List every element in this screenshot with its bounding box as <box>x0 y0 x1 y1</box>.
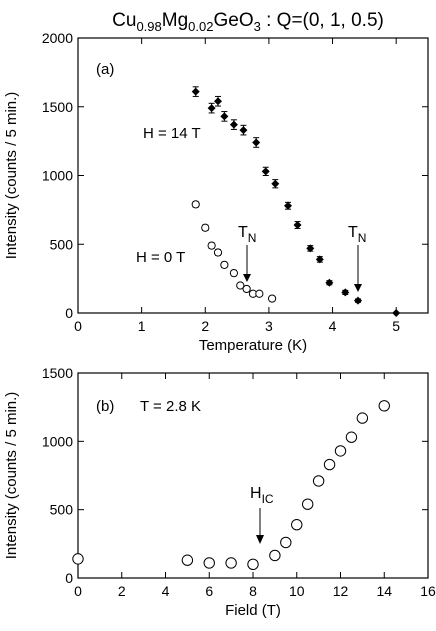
data-point-circle <box>236 281 245 290</box>
data-point-circle <box>191 200 200 209</box>
plot-frame <box>77 372 429 579</box>
x-tick-label: 4 <box>329 318 337 334</box>
data-point-diamond <box>271 179 280 188</box>
series-label-h0: H = 0 T <box>136 249 185 266</box>
y-tick-label: 1500 <box>42 365 73 381</box>
x-tick-label: 16 <box>420 583 436 599</box>
data-point-diamond <box>325 278 334 287</box>
panel-label: (b) <box>96 398 114 415</box>
data-point-diamond <box>207 104 216 113</box>
series-label-h14: H = 14 T <box>143 125 201 142</box>
x-axis-label: Field (T) <box>225 602 281 619</box>
data-point-circle <box>213 248 223 257</box>
data-point-diamond <box>261 167 270 176</box>
data-point-circle <box>301 498 314 510</box>
y-tick-label: 1000 <box>42 168 73 184</box>
data-point-circle <box>207 241 216 250</box>
data-point-diamond <box>341 288 350 297</box>
data-point-circle <box>203 557 215 569</box>
tn-label: TN <box>348 224 366 245</box>
x-tick-label: 12 <box>333 583 349 599</box>
tn-label: TN <box>238 224 256 245</box>
data-point-circle <box>181 554 194 566</box>
data-point-circle <box>229 269 239 278</box>
y-tick-label: 500 <box>50 236 74 252</box>
data-point-diamond <box>191 87 200 96</box>
y-axis-label: Intensity (counts / 5 min.) <box>3 92 20 260</box>
temperature-condition: T = 2.8 K <box>140 398 201 415</box>
x-tick-label: 2 <box>118 583 126 599</box>
y-tick-label: 1000 <box>42 433 73 449</box>
data-point-circle <box>267 294 277 303</box>
data-point-diamond <box>293 221 302 229</box>
data-point-diamond <box>392 309 401 317</box>
hic-arrow-head <box>256 535 264 544</box>
x-tick-label: 8 <box>249 583 257 599</box>
x-tick-label: 0 <box>74 583 82 599</box>
x-tick-label: 4 <box>162 583 170 599</box>
tn-arrow-head <box>354 284 362 292</box>
y-tick-label: 0 <box>65 570 73 586</box>
x-tick-label: 14 <box>376 583 392 599</box>
tn-arrow-head <box>243 274 251 282</box>
y-tick-label: 2000 <box>42 30 73 46</box>
x-axis-label: Temperature (K) <box>199 337 307 354</box>
data-point-circle <box>378 400 390 412</box>
data-point-diamond <box>252 138 261 147</box>
data-point-circle <box>220 260 229 269</box>
data-point-diamond <box>306 244 315 253</box>
panel-label: (a) <box>96 61 114 78</box>
data-point-diamond <box>315 255 324 264</box>
y-axis-label: Intensity (counts / 5 min.) <box>3 392 20 560</box>
x-tick-label: 10 <box>289 583 305 599</box>
data-point-circle <box>255 289 264 298</box>
y-tick-label: 1500 <box>42 99 73 115</box>
x-tick-label: 1 <box>138 318 146 334</box>
x-tick-label: 0 <box>74 318 82 334</box>
panel-b-field-chart: 0 2 4 6 8 10 12 14 16 0 500 1000 1500 Field (T) Intens… <box>3 365 436 619</box>
data-point-circle <box>72 553 84 565</box>
data-point-circle <box>291 519 303 531</box>
data-point-circle <box>356 412 369 424</box>
data-point-circle <box>201 223 210 232</box>
data-point-diamond <box>229 120 238 129</box>
plot-frame <box>77 37 429 314</box>
data-point-diamond <box>239 126 248 135</box>
data-point-circle <box>269 549 281 562</box>
data-point-circle <box>225 557 237 569</box>
data-point-circle <box>312 475 325 487</box>
figure-title: Cu0.98Mg0.02GeO3 : Q=(0, 1, 0.5) <box>112 10 384 34</box>
data-point-circle <box>345 431 358 443</box>
data-point-circle <box>334 445 347 457</box>
y-tick-label: 0 <box>65 305 73 321</box>
data-point-diamond <box>354 296 362 305</box>
data-point-circle <box>247 558 259 571</box>
panel-a-temperature-chart: 0 1 2 3 4 5 0 500 1000 1500 2000 Temperature (K) Int… <box>3 30 429 354</box>
x-tick-label: 6 <box>205 583 213 599</box>
x-tick-label: 2 <box>201 318 209 334</box>
y-tick-label: 500 <box>50 502 74 518</box>
x-tick-label: 3 <box>265 318 273 334</box>
hic-label: HIC <box>250 485 274 506</box>
data-point-circle <box>280 536 292 549</box>
x-tick-label: 5 <box>392 318 400 334</box>
data-point-circle <box>323 458 336 471</box>
data-point-circle <box>242 284 251 294</box>
data-point-diamond <box>220 112 229 121</box>
data-point-diamond <box>214 97 222 106</box>
data-point-diamond <box>284 201 292 210</box>
